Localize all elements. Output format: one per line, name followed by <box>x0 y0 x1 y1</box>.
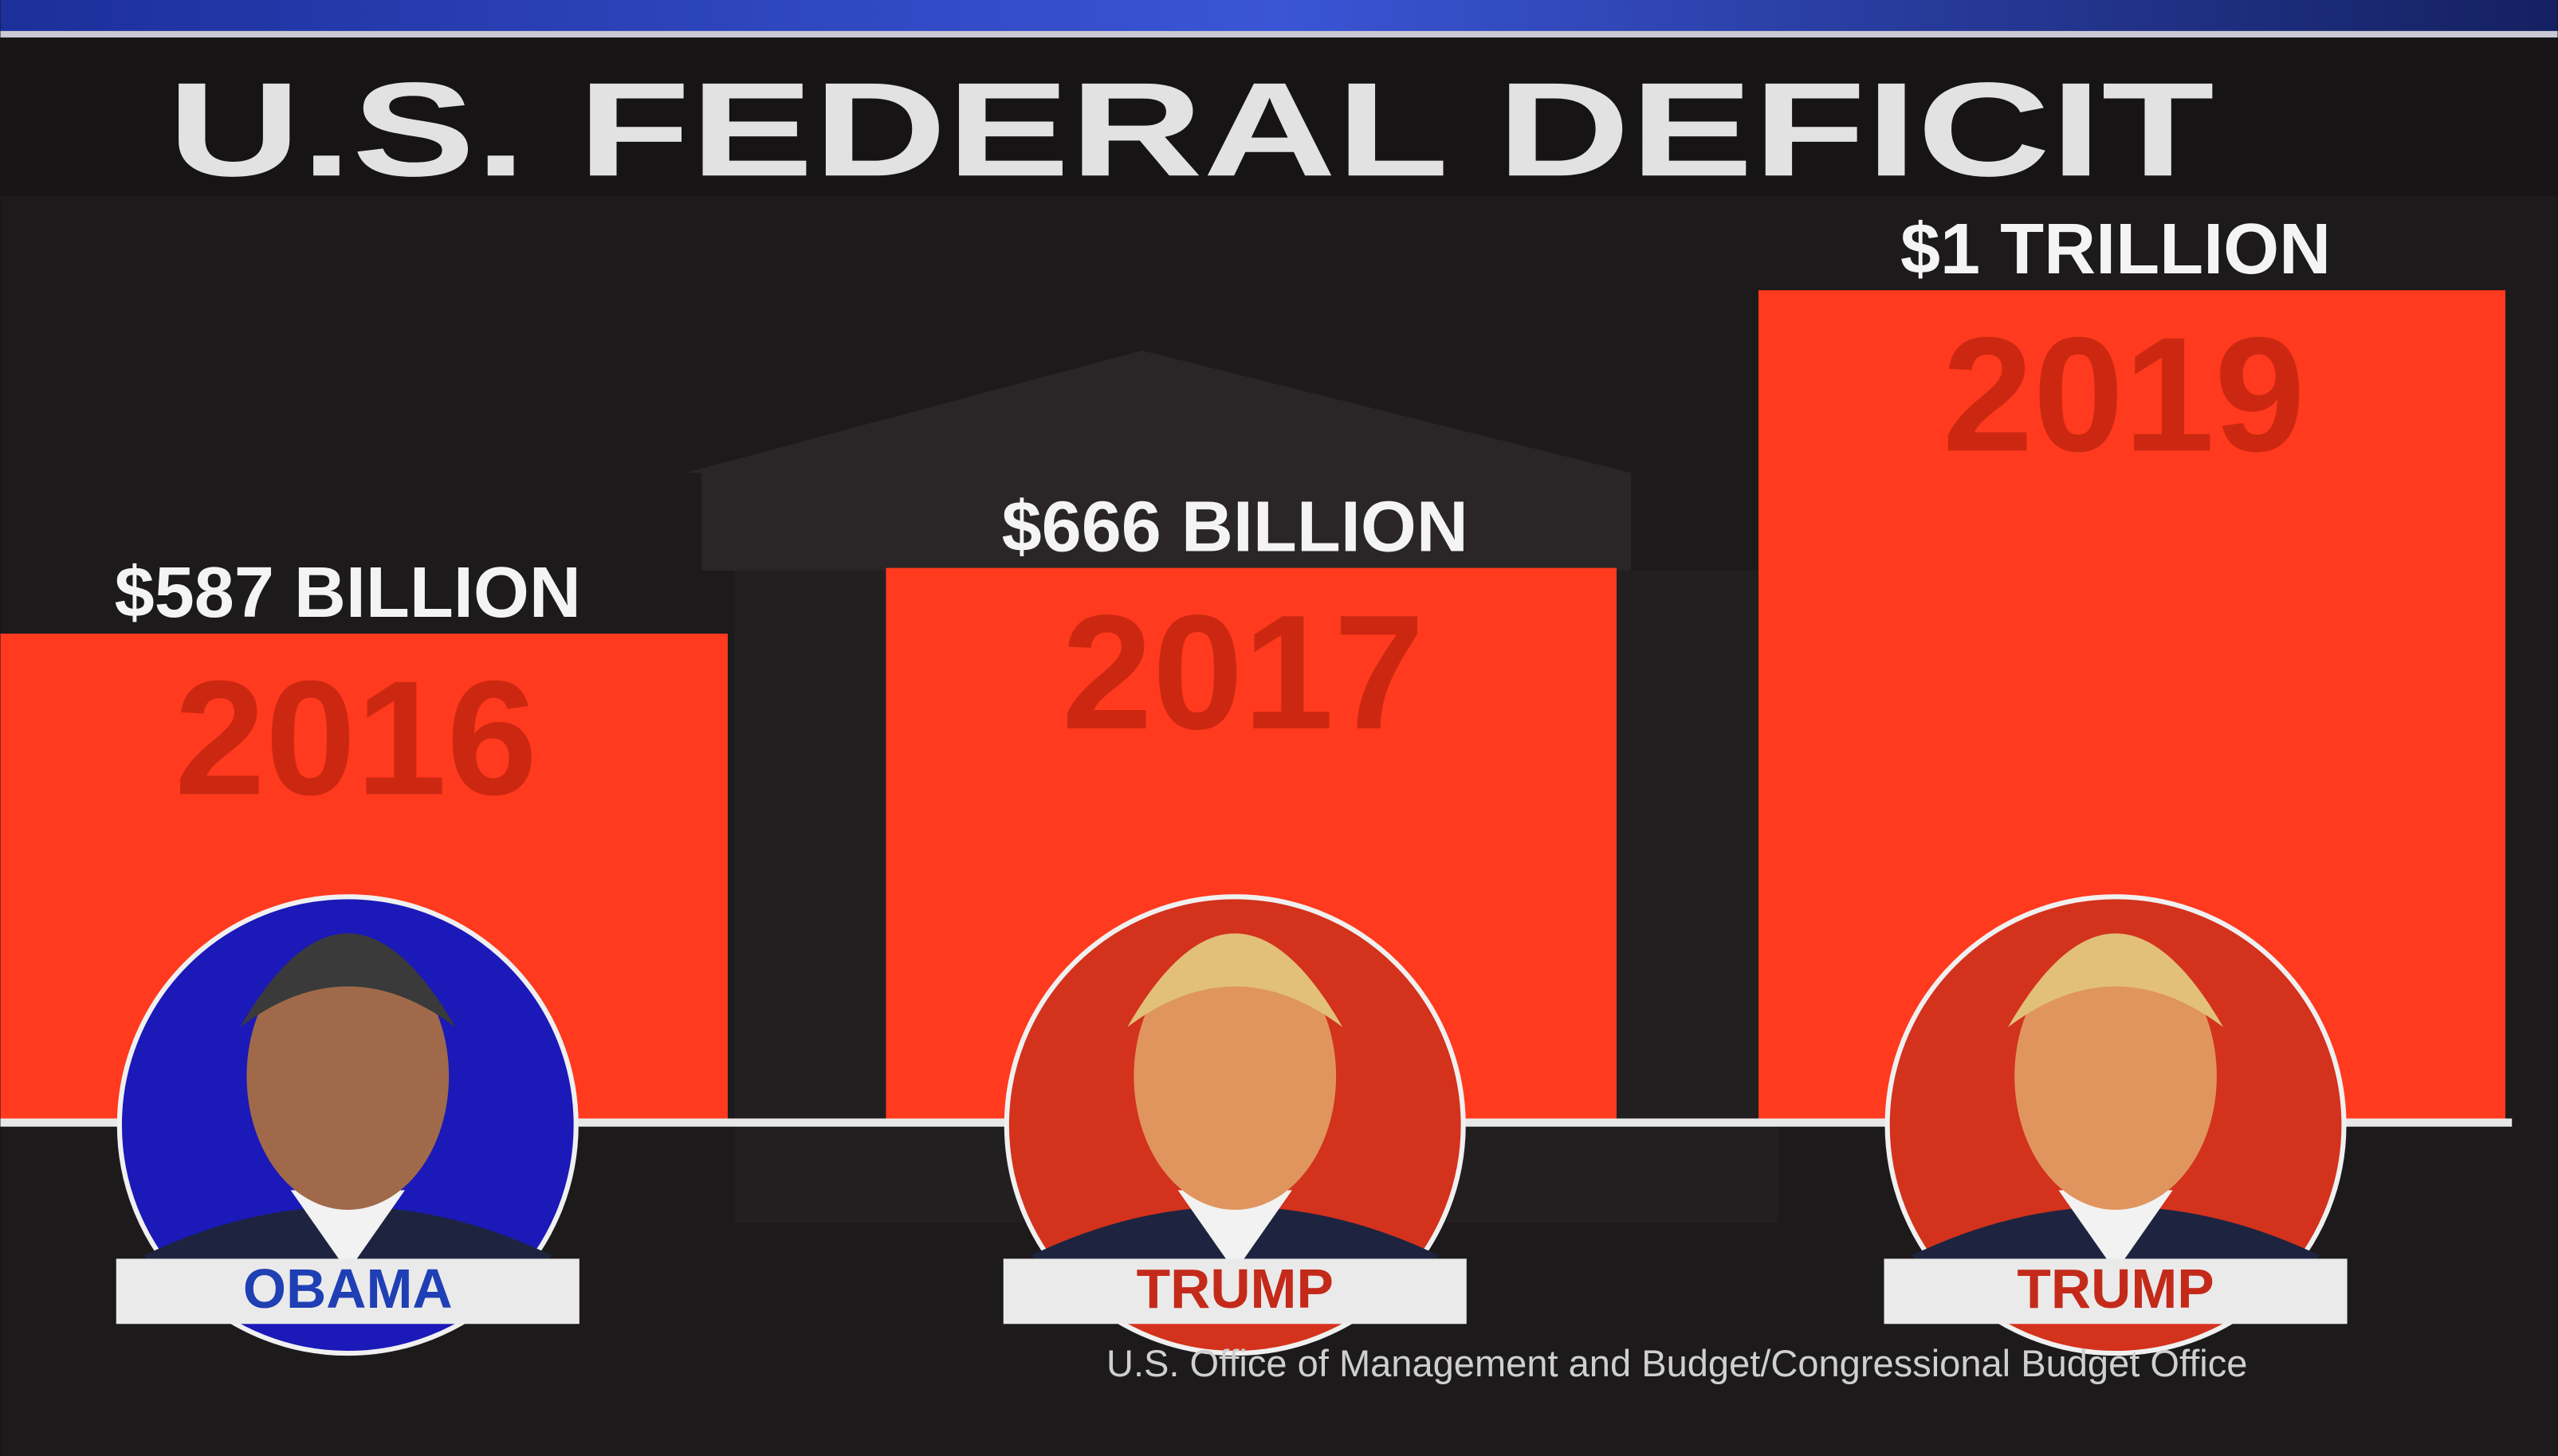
portrait-face <box>1134 942 1337 1211</box>
name-plate <box>1003 1258 1467 1325</box>
president-name: TRUMP <box>2017 1258 2214 1320</box>
value-label: $666 BILLION <box>1002 487 1468 567</box>
portrait-collar <box>2058 1190 2173 1272</box>
president-name: OBAMA <box>243 1258 453 1320</box>
bars: $587 BILLION 2016 $666 BILLION 2017 $1 TRILL… <box>0 210 2506 1122</box>
portrait-hair <box>1127 933 1343 1027</box>
portrait-hair <box>240 933 456 1027</box>
name-plate <box>1884 1258 2348 1325</box>
portrait-collar <box>290 1190 405 1272</box>
portraits: OBAMA TRUMP TRUMP <box>116 894 2348 1356</box>
value-label: $587 BILLION <box>115 553 581 633</box>
portrait-face <box>246 942 450 1211</box>
name-plate <box>116 1258 580 1325</box>
category-label: 2019 <box>1943 304 2305 486</box>
portrait-collar <box>1177 1190 1292 1272</box>
source-note: U.S. Office of Management and Budget/Con… <box>1106 1342 2247 1384</box>
building-roof <box>685 350 1632 473</box>
portrait-hair <box>2008 933 2224 1027</box>
category-label: 2016 <box>175 647 537 829</box>
top-band <box>0 0 2558 33</box>
top-rule <box>0 30 2558 38</box>
chart-title: U.S. FEDERAL DEFICIT <box>167 54 2214 204</box>
building-cornice <box>701 473 1632 571</box>
portrait-face <box>2014 942 2217 1211</box>
president-name: TRUMP <box>1137 1258 1334 1320</box>
value-label: $1 TRILLION <box>1900 210 2331 289</box>
category-label: 2017 <box>1062 582 1424 763</box>
